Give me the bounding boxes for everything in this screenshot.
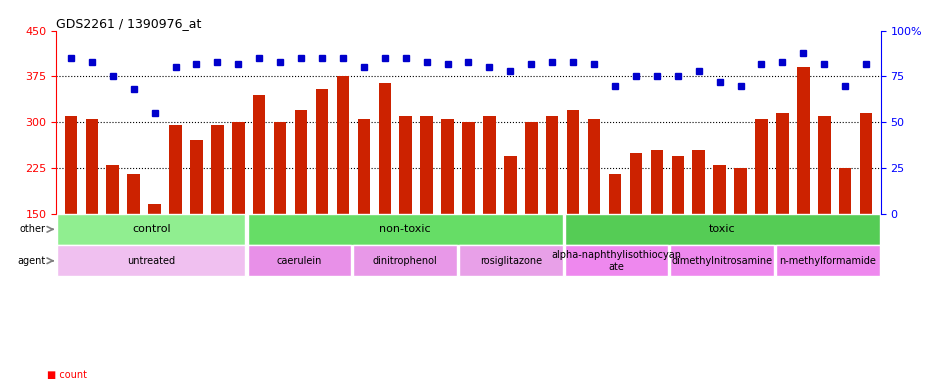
Text: caerulein: caerulein bbox=[276, 256, 322, 266]
FancyBboxPatch shape bbox=[564, 214, 879, 245]
FancyBboxPatch shape bbox=[57, 245, 245, 276]
Text: toxic: toxic bbox=[709, 224, 735, 234]
Bar bbox=[148, 204, 161, 305]
FancyBboxPatch shape bbox=[247, 245, 351, 276]
Text: rosiglitazone: rosiglitazone bbox=[479, 256, 541, 266]
Bar bbox=[524, 122, 537, 305]
Text: n-methylformamide: n-methylformamide bbox=[779, 256, 875, 266]
FancyBboxPatch shape bbox=[669, 245, 773, 276]
Bar bbox=[775, 113, 788, 305]
Bar bbox=[85, 119, 98, 305]
Text: dimethylnitrosamine: dimethylnitrosamine bbox=[671, 256, 772, 266]
Bar bbox=[734, 168, 746, 305]
Bar bbox=[420, 116, 432, 305]
Bar bbox=[608, 174, 621, 305]
Bar bbox=[817, 116, 829, 305]
Bar bbox=[671, 156, 683, 305]
Bar bbox=[295, 110, 307, 305]
Bar bbox=[629, 153, 641, 305]
Bar bbox=[336, 76, 349, 305]
Text: agent: agent bbox=[18, 256, 46, 266]
Text: GDS2261 / 1390976_at: GDS2261 / 1390976_at bbox=[56, 17, 201, 30]
Bar bbox=[232, 122, 244, 305]
FancyBboxPatch shape bbox=[775, 245, 879, 276]
Bar bbox=[504, 156, 516, 305]
Bar bbox=[546, 116, 558, 305]
Bar bbox=[692, 150, 704, 305]
Bar bbox=[587, 119, 600, 305]
Bar bbox=[127, 174, 139, 305]
FancyBboxPatch shape bbox=[57, 214, 245, 245]
Bar bbox=[797, 67, 809, 305]
Text: non-toxic: non-toxic bbox=[379, 224, 431, 234]
Text: alpha-naphthylisothiocyan
ate: alpha-naphthylisothiocyan ate bbox=[551, 250, 680, 271]
FancyBboxPatch shape bbox=[353, 245, 457, 276]
Bar bbox=[253, 95, 265, 305]
Bar bbox=[838, 168, 851, 305]
Bar bbox=[65, 116, 77, 305]
Text: control: control bbox=[132, 224, 170, 234]
Bar bbox=[859, 113, 871, 305]
Bar bbox=[754, 119, 767, 305]
Bar bbox=[399, 116, 412, 305]
Bar bbox=[107, 165, 119, 305]
Bar bbox=[712, 165, 725, 305]
Bar bbox=[358, 119, 370, 305]
Bar bbox=[650, 150, 663, 305]
FancyBboxPatch shape bbox=[247, 214, 562, 245]
Bar bbox=[483, 116, 495, 305]
FancyBboxPatch shape bbox=[459, 245, 562, 276]
Bar bbox=[169, 125, 182, 305]
Text: other: other bbox=[20, 224, 46, 234]
Bar bbox=[315, 89, 328, 305]
Bar bbox=[566, 110, 578, 305]
Bar bbox=[190, 141, 202, 305]
Bar bbox=[441, 119, 453, 305]
FancyBboxPatch shape bbox=[564, 245, 667, 276]
Bar bbox=[378, 83, 390, 305]
Text: ■ count: ■ count bbox=[47, 370, 87, 380]
Bar bbox=[461, 122, 475, 305]
Bar bbox=[211, 125, 224, 305]
Text: untreated: untreated bbox=[127, 256, 175, 266]
Text: dinitrophenol: dinitrophenol bbox=[373, 256, 437, 266]
Bar bbox=[273, 122, 286, 305]
